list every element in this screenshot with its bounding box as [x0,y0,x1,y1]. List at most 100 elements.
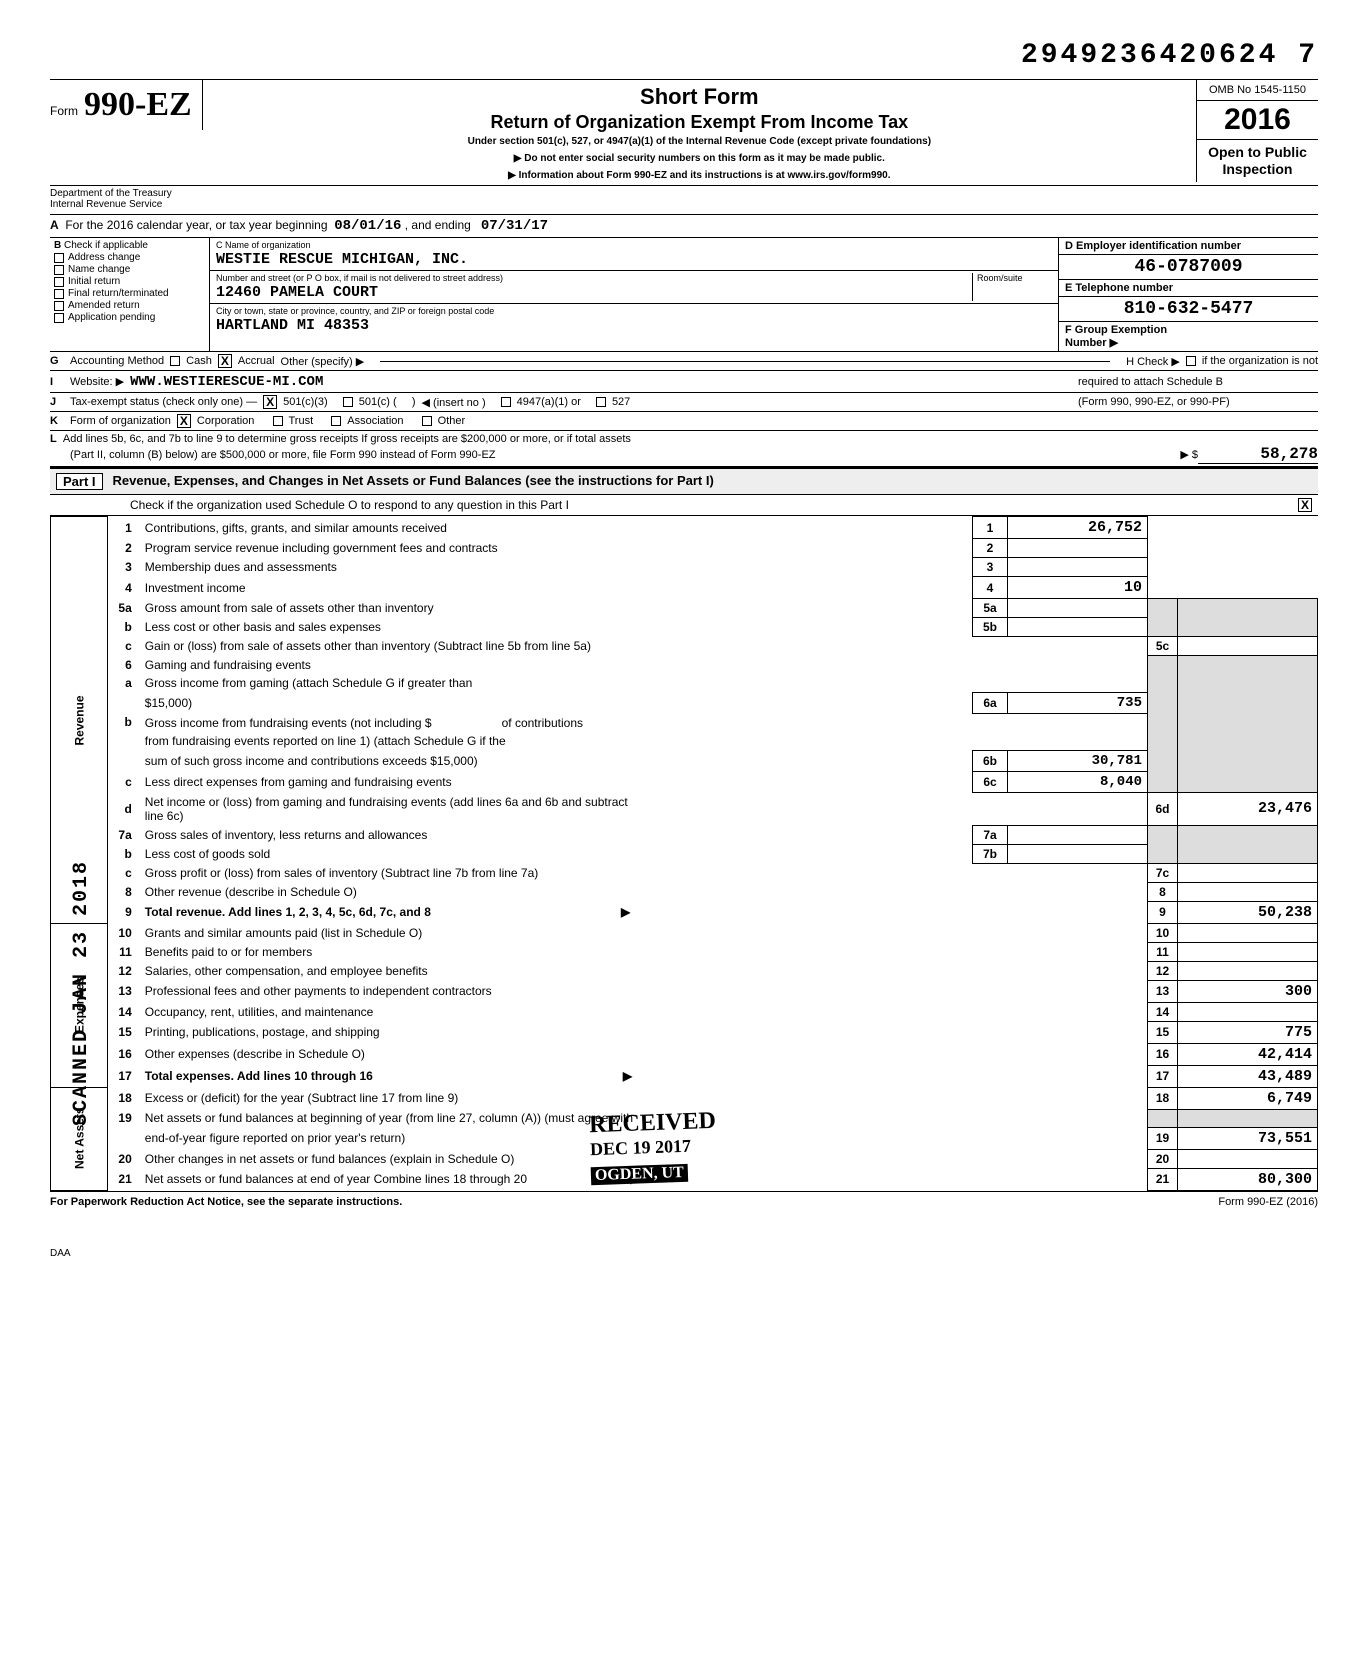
public-line2: Inspection [1205,161,1310,178]
checkbox-initial-return[interactable] [54,277,64,287]
line-13-value: 300 [1178,980,1318,1002]
k-label: Form of organization [70,415,171,427]
checkbox-4947[interactable] [501,397,511,407]
501c3-label: 501(c)(3) [283,396,328,408]
checkbox-association[interactable] [331,416,341,426]
check-name-change: Name change [68,264,130,275]
city-label: City or town, state or province, country… [216,306,1052,316]
line-2-box: 2 [973,539,1008,558]
footer-left: For Paperwork Reduction Act Notice, see … [50,1196,402,1208]
checkbox-accrual[interactable]: X [218,354,232,368]
line-11-desc: Benefits paid to or for members [140,942,1148,961]
line-20-desc: Other changes in net assets or fund bala… [140,1149,1148,1168]
gross-receipts-amount: 58,278 [1198,445,1318,464]
checkbox-other-org[interactable] [422,416,432,426]
line-5a-desc: Gross amount from sale of assets other t… [145,601,967,615]
dept-treasury: Department of the Treasury [50,188,220,199]
line-7b-subval [1008,844,1148,863]
line-17-arrow: ▶ [623,1069,632,1083]
checkbox-501c[interactable] [343,397,353,407]
other-specify-label: Other (specify) ▶ [281,355,365,368]
line-4-box: 4 [973,577,1008,599]
check-initial-return: Initial return [68,276,120,287]
form-label: Form [50,104,78,118]
checkbox-trust[interactable] [273,416,283,426]
part1-check-text: Check if the organization used Schedule … [130,498,569,512]
line-5b-subnum: 5b [973,618,1008,637]
section-b: B Check if applicable Address change Nam… [50,238,1318,352]
checkbox-application-pending[interactable] [54,313,64,323]
line-12-box: 12 [1148,961,1178,980]
line-4-desc: Investment income [140,577,973,599]
h-text: if the organization is not [1202,355,1318,367]
line-16-box: 16 [1148,1043,1178,1065]
line-7b-subnum: 7b [973,844,1008,863]
line-18-box: 18 [1148,1087,1178,1109]
title-main: Short Form [213,84,1186,110]
line-5c-desc: Gain or (loss) from sale of assets other… [140,637,1148,656]
line-6c-num: c [108,771,140,792]
line-6a-subnum: 6a [973,692,1008,713]
line-5b-num: b [108,618,140,637]
checkbox-name-change[interactable] [54,265,64,275]
check-final-return: Final return/terminated [68,288,169,299]
line-17-box: 17 [1148,1065,1178,1087]
line-1-value: 26,752 [1008,517,1148,539]
line-9-desc: Total revenue. Add lines 1, 2, 3, 4, 5c,… [145,905,431,919]
checkbox-final-return[interactable] [54,289,64,299]
line-5b-subval [1008,618,1148,637]
line-17-value: 43,489 [1178,1065,1318,1087]
checkbox-501c3[interactable]: X [263,395,277,409]
4947-label: 4947(a)(1) or [517,396,581,408]
line-12-desc: Salaries, other compensation, and employ… [140,961,1148,980]
public-inspection: Open to Public Inspection [1197,140,1318,182]
tax-year: 2016 [1197,101,1318,140]
line-6a-desc: Gross income from gaming (attach Schedul… [140,674,1148,693]
line-2-num: 2 [108,539,140,558]
line-21-num: 21 [108,1168,140,1190]
footer-right: Form 990-EZ (2016) [1218,1196,1318,1208]
line-19-num: 19 [108,1109,140,1127]
other-org-label: Other [438,415,466,427]
phone-value: 810-632-5477 [1059,297,1318,322]
title-arrow1: ▶ Do not enter social security numbers o… [213,153,1186,164]
document-id: 2949236420624 7 [50,40,1318,71]
form-number-box: Form 990-EZ [50,80,203,130]
line-19-desc: Net assets or fund balances at beginning… [140,1109,1148,1127]
room-label: Room/suite [977,273,1023,283]
f-label: F Group Exemption [1065,324,1167,336]
line-12-value [1178,961,1318,980]
checkbox-527[interactable] [596,397,606,407]
line-6c-subval: 8,040 [1008,771,1148,792]
line-18-desc: Excess or (deficit) for the year (Subtra… [140,1087,1148,1109]
part1-check-row: Check if the organization used Schedule … [50,495,1318,516]
checkbox-schedule-o[interactable]: X [1298,498,1312,512]
corporation-label: Corporation [197,415,254,427]
checkbox-address-change[interactable] [54,253,64,263]
row-j: J Tax-exempt status (check only one) — X… [50,393,1318,412]
line-19-value: 73,551 [1178,1127,1318,1149]
line-14-desc: Occupancy, rent, utilities, and maintena… [140,1002,1148,1021]
omb-number: OMB No 1545-1150 [1197,80,1318,101]
line-5c-box: 5c [1148,637,1178,656]
checkbox-corporation[interactable]: X [177,414,191,428]
line-16-value: 42,414 [1178,1043,1318,1065]
line-9-value: 50,238 [1178,901,1318,923]
checkbox-amended-return[interactable] [54,301,64,311]
line-1-desc: Contributions, gifts, grants, and simila… [140,517,973,539]
row-i: I Website: ▶ WWW.WESTIERESCUE-MI.COM req… [50,371,1318,393]
scanned-stamp: SCANNED JAN 23 2018 [70,860,93,1126]
title-arrow2: ▶ Information about Form 990-EZ and its … [213,170,1186,181]
line-4-value: 10 [1008,577,1148,599]
line-15-box: 15 [1148,1021,1178,1043]
line-6d-desc: Net income or (loss) from gaming and fun… [145,795,628,809]
line-7b-num: b [108,844,140,863]
line-15-desc: Printing, publications, postage, and shi… [140,1021,1148,1043]
line-6b-desc2: of contributions [502,716,583,730]
line-5c-num: c [108,637,140,656]
checkbox-h[interactable] [1186,356,1196,366]
line-1-box: 1 [973,517,1008,539]
line-21-box: 21 [1148,1168,1178,1190]
line-2-value [1008,539,1148,558]
checkbox-cash[interactable] [170,356,180,366]
